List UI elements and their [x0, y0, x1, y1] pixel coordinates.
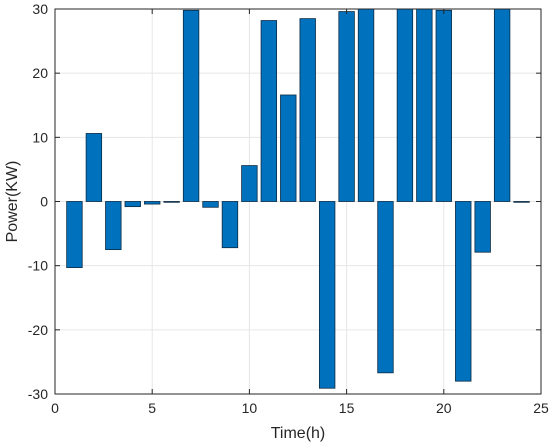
- y-tick-label: 30: [32, 1, 48, 17]
- bar: [455, 201, 472, 382]
- bar: [416, 8, 433, 202]
- bar: [435, 9, 452, 202]
- y-axis-label: Power(KW): [4, 161, 21, 243]
- y-tick-label: -20: [28, 322, 48, 338]
- y-tick-label: -10: [28, 258, 48, 274]
- bar: [338, 11, 355, 202]
- x-tick-label: 0: [51, 400, 59, 416]
- bar: [182, 9, 200, 202]
- x-axis-label: Time(h): [271, 425, 326, 442]
- y-tick-label: -30: [28, 386, 48, 402]
- y-tick-label: 10: [32, 129, 48, 145]
- bar: [85, 133, 103, 202]
- x-tick-label: 15: [339, 400, 355, 416]
- bar: [105, 201, 122, 251]
- bar: [280, 94, 297, 202]
- bar: [299, 18, 316, 202]
- bar: [144, 201, 161, 205]
- x-tick-label: 25: [533, 400, 549, 416]
- bar: [163, 201, 180, 203]
- bar: [513, 201, 530, 203]
- bar: [377, 201, 394, 374]
- x-tick-label: 5: [148, 400, 156, 416]
- bar: [357, 8, 375, 202]
- bar: [221, 201, 239, 249]
- x-tick-label: 10: [242, 400, 258, 416]
- bar: [202, 201, 219, 208]
- bar: [124, 201, 141, 208]
- axis-ticks: [54, 8, 542, 395]
- bar: [396, 8, 414, 202]
- tick-labels: 0 5 10 15 20 25 -30 -20 -10 0 10 20 30: [28, 1, 549, 416]
- bar: [318, 201, 336, 389]
- y-tick-label: 0: [40, 194, 48, 210]
- y-tick-label: 20: [32, 65, 48, 81]
- x-tick-label: 20: [436, 400, 452, 416]
- bar: [241, 165, 258, 202]
- bar: [66, 201, 83, 268]
- bar: [493, 8, 511, 202]
- bars-group: [66, 8, 530, 389]
- bar: [474, 201, 491, 253]
- bar: [260, 20, 278, 202]
